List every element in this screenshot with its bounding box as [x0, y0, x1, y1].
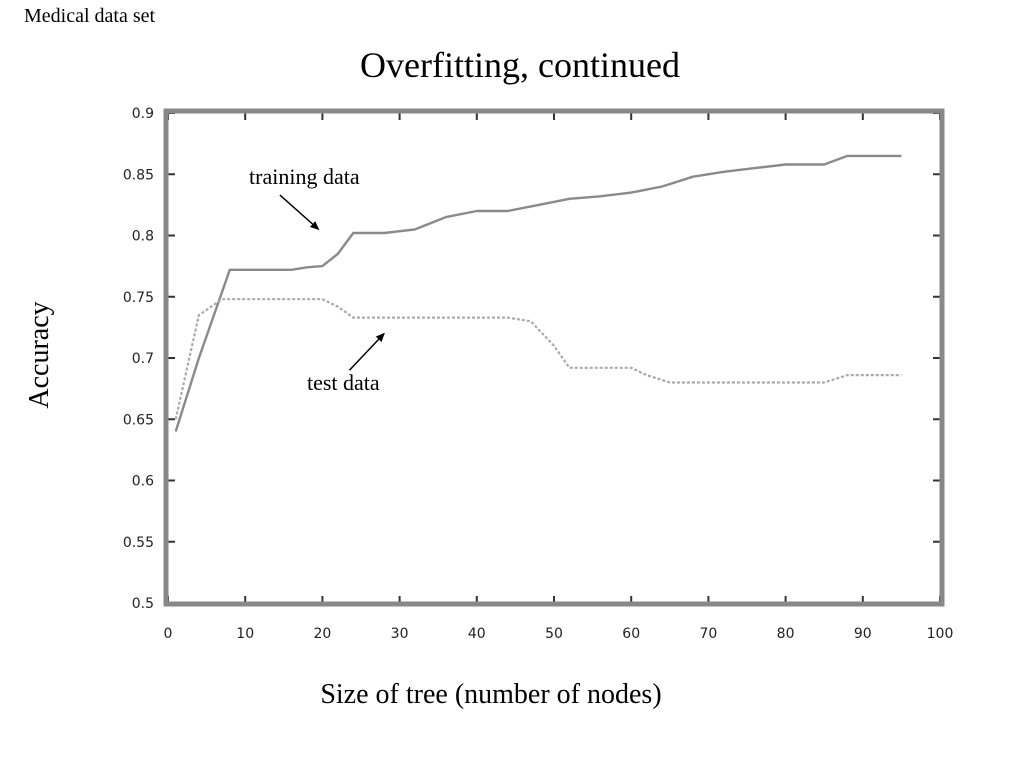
training-annotation-arrow: [279, 194, 320, 231]
annotations: training data test data: [249, 164, 385, 395]
x-tick-label: 100: [927, 626, 954, 642]
test-annotation-label: test data: [307, 370, 380, 395]
y-tick-label: 0.5: [132, 596, 154, 612]
y-tick-label: 0.85: [123, 167, 154, 183]
y-axis-title: Accuracy: [24, 301, 55, 408]
y-tick-label: 0.55: [123, 535, 154, 551]
x-tick-label: 0: [164, 626, 173, 642]
slide-title: Overfitting, continued: [360, 45, 680, 85]
x-tick-label: 60: [622, 626, 640, 642]
series-lines: [174, 154, 902, 432]
test-series-line: [174, 298, 902, 420]
y-tick-labels: 0.5 0.55 0.6 0.65 0.7 0.75 0.8 0.85 0.9: [123, 106, 154, 612]
plot-frame: [163, 108, 945, 607]
y-tick-label: 0.9: [132, 106, 154, 122]
x-axis-title: Size of tree (number of nodes): [320, 679, 661, 710]
training-annotation-label: training data: [249, 164, 360, 189]
y-tick-label: 0.8: [132, 229, 154, 245]
y-tick-label: 0.65: [123, 412, 154, 428]
y-tick-label: 0.7: [132, 351, 154, 367]
x-tick-label: 90: [854, 626, 872, 642]
corner-label: Medical data set: [24, 5, 156, 27]
x-tick-label: 30: [391, 626, 409, 642]
x-tick-label: 40: [468, 626, 486, 642]
x-tick-label: 80: [777, 626, 795, 642]
x-tick-label: 10: [236, 626, 254, 642]
x-tick-label: 50: [545, 626, 563, 642]
test-annotation-arrow: [348, 332, 385, 371]
x-tick-label: 20: [313, 626, 331, 642]
x-tick-label: 70: [699, 626, 717, 642]
x-tick-labels: 0 10 20 30 40 50 60 70 80 90 100: [164, 626, 954, 642]
y-tick-label: 0.6: [132, 474, 154, 490]
training-series-line: [174, 154, 902, 432]
y-tick-label: 0.75: [123, 290, 154, 306]
